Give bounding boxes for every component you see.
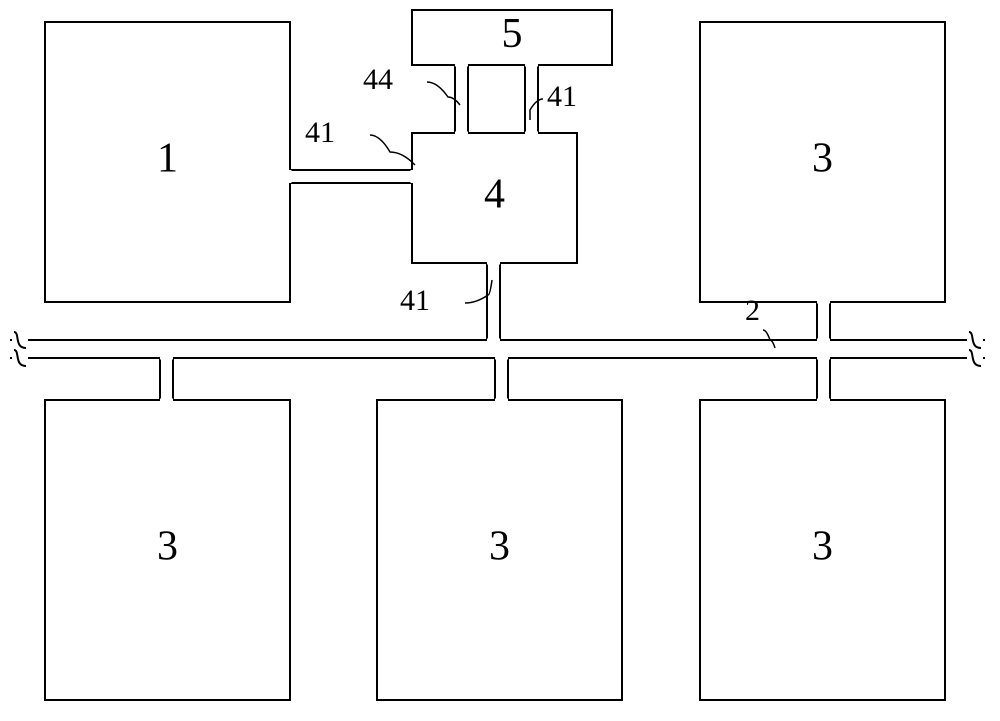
- block-label-b3tr: 3: [812, 136, 833, 182]
- lead-label-l41_c: 41: [400, 284, 430, 317]
- lead-l41_b: [530, 99, 543, 120]
- block-label-b3br: 3: [812, 524, 833, 570]
- lead-label-l44: 44: [363, 63, 393, 96]
- lead-label-l41_b: 41: [547, 80, 577, 113]
- block-label-b3bm: 3: [489, 524, 510, 570]
- diagram-canvas: 1 3 4 5 3 3 3 41 41 41 44 2: [0, 0, 1000, 721]
- lead-label-l41_a: 41: [305, 116, 335, 149]
- block-label-b4: 4: [484, 172, 505, 218]
- block-label-b3bl: 3: [157, 524, 178, 570]
- block-label-b1: 1: [157, 136, 178, 182]
- lead-label-l2: 2: [745, 294, 760, 327]
- lead-l41_a: [370, 135, 415, 165]
- block-label-b5: 5: [502, 11, 523, 57]
